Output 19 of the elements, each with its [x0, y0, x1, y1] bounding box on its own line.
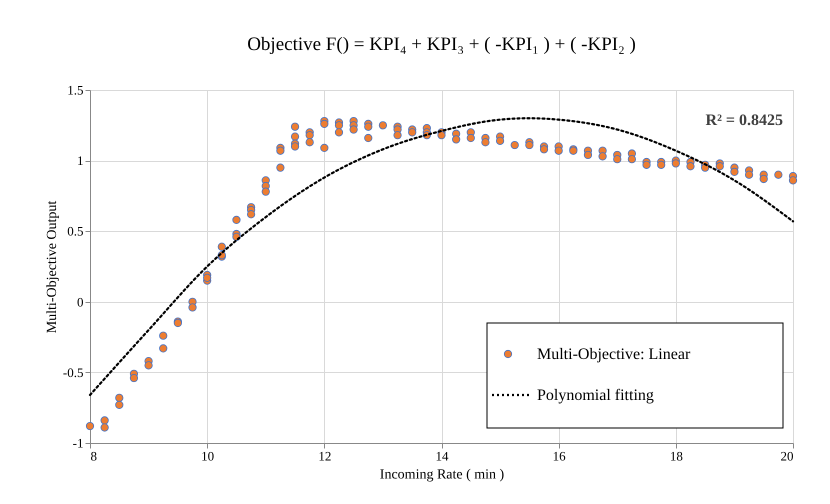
y-tick-label: 1.5	[67, 82, 84, 98]
x-tick-label: 16	[552, 448, 566, 464]
y-tick-label: 1	[77, 153, 84, 168]
y-tick-label: -1	[72, 436, 84, 450]
x-axis-title: Incoming Rate ( min )	[380, 468, 505, 482]
chart-title: Objective F() = KPI₄ + KPI₃ + ( -KPI₁ ) + ( -KPI₂ )	[247, 34, 636, 55]
x-tick-label: 18	[670, 448, 683, 464]
y-axis-title: Multi-Objective Output	[44, 200, 60, 334]
legend-label: Multi-Objective: Linear	[537, 346, 691, 363]
x-tick-label: 20	[780, 448, 794, 464]
y-tick-label: 0.5	[67, 224, 84, 239]
x-tick-label: 12	[318, 448, 332, 464]
y-tick-label: 0	[77, 294, 84, 310]
x-tick-label: 14	[436, 448, 449, 464]
legend-label: Polynomial fitting	[537, 387, 654, 404]
y-tick-label: -0.5	[62, 364, 84, 380]
annotation: R² = 0.8425	[706, 112, 783, 129]
x-tick-label: 8	[90, 448, 97, 464]
x-tick-label: 10	[201, 448, 214, 464]
